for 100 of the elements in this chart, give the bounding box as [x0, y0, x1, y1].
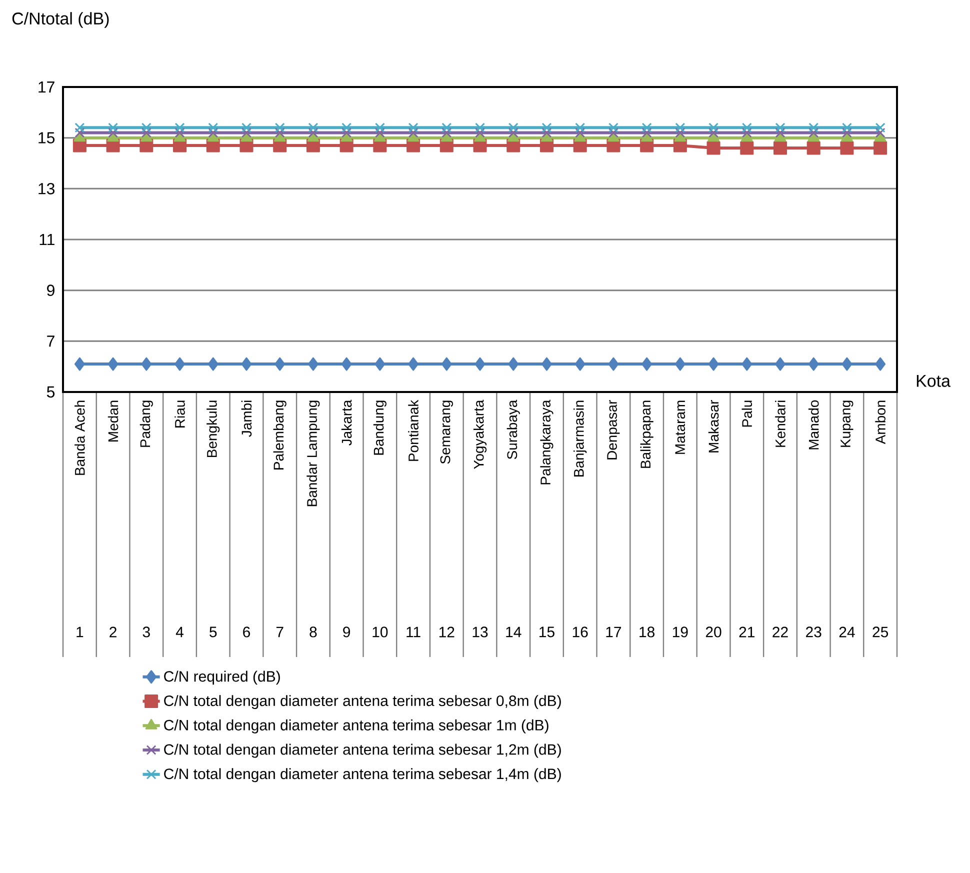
x-tick-label: Palu [742, 400, 752, 427]
point [575, 128, 586, 138]
point [374, 357, 386, 371]
x-tick-label: Bengkulu [206, 400, 220, 458]
point [308, 122, 318, 133]
legend-label: C/N total dengan diameter antena terima sebesar 1m (dB) [164, 719, 548, 734]
point [742, 122, 752, 133]
point [308, 128, 318, 138]
x-tick-label: Ambon [875, 400, 886, 444]
y-axis-title: C/Ntotal (dB) [12, 12, 109, 28]
point [475, 122, 485, 133]
point [541, 357, 552, 371]
point [374, 128, 385, 138]
y-tick-label: 7 [47, 336, 54, 347]
text: 3 [142, 626, 150, 638]
point [642, 122, 652, 133]
point [773, 141, 787, 155]
point [808, 357, 819, 371]
point [208, 357, 218, 371]
point [608, 122, 618, 133]
point [608, 357, 619, 371]
text: 13 [472, 626, 488, 638]
point [141, 128, 152, 138]
point [174, 122, 185, 133]
x-tick-label: Makasar [708, 400, 719, 452]
point [874, 141, 888, 155]
x-tick-label: Balikpapan [640, 400, 654, 468]
text: 25 [872, 626, 888, 638]
point [875, 128, 886, 138]
point [875, 357, 886, 371]
point [742, 357, 752, 371]
point [775, 122, 786, 133]
point [241, 128, 252, 138]
text: 22 [772, 626, 788, 638]
point [508, 122, 518, 133]
point [342, 122, 352, 133]
text: 11 [406, 626, 420, 638]
x-tick-label: Surabaya [506, 400, 520, 460]
text: 5 [210, 626, 217, 638]
point [442, 122, 452, 133]
x-tick-label: Palembang [273, 400, 286, 470]
text: 2 [110, 626, 116, 638]
point [274, 357, 286, 371]
point [208, 128, 218, 138]
y-tick-label: 17 [38, 81, 54, 93]
text: 16 [572, 626, 588, 638]
point [675, 122, 686, 133]
point [341, 357, 352, 371]
x-tick-label: Palangkaraya [540, 400, 554, 484]
point [642, 128, 652, 138]
y-tick-label: 5 [46, 386, 55, 398]
point [775, 128, 786, 138]
point [574, 357, 586, 371]
x-tick-label: Mataram [675, 400, 686, 454]
text: 20 [706, 626, 722, 638]
point [108, 128, 118, 138]
legend-label: C/N required (dB) [164, 670, 280, 685]
text: 17 [606, 626, 622, 638]
x-tick-label: Kupang [840, 400, 854, 447]
x-tick-label: Manado [808, 400, 819, 450]
point [74, 128, 85, 138]
point [408, 128, 418, 138]
point [74, 357, 85, 371]
legend-label: C/N total dengan diameter antena terima sebesar 0,8m (dB) [164, 695, 561, 710]
point [241, 122, 252, 133]
point [274, 128, 285, 138]
y-tick-label: 9 [47, 284, 54, 296]
point [708, 128, 719, 138]
point [308, 357, 318, 371]
point [74, 122, 85, 133]
x-tick-label: Padang [140, 400, 153, 447]
point [542, 122, 552, 133]
y-tick-label: 15 [38, 132, 55, 144]
point [675, 128, 686, 138]
point [642, 357, 652, 371]
text: 8 [310, 626, 317, 638]
point [806, 141, 820, 155]
point [374, 122, 385, 133]
point [442, 128, 452, 138]
text: 12 [439, 626, 454, 638]
text: 7 [276, 626, 284, 638]
x-tick-label: Banjarmasin [574, 400, 587, 476]
point [241, 357, 252, 371]
y-tick-label: 11 [40, 234, 54, 246]
point [808, 128, 819, 138]
text: 10 [372, 626, 388, 638]
y-tick-label: 13 [38, 183, 54, 194]
point [875, 122, 886, 133]
legend-label: C/N total dengan diameter antena terima sebesar 1,4m (dB) [164, 768, 561, 782]
point [842, 122, 852, 133]
point [408, 122, 418, 133]
x-tick-label: Bandung [373, 400, 386, 455]
x-tick-label: Bandar Lampung [306, 400, 320, 506]
point [108, 122, 118, 133]
x-axis-title: Kota [916, 375, 951, 387]
point [575, 122, 586, 133]
point [774, 357, 786, 371]
point [508, 357, 519, 371]
point [408, 357, 419, 371]
point [808, 122, 819, 133]
